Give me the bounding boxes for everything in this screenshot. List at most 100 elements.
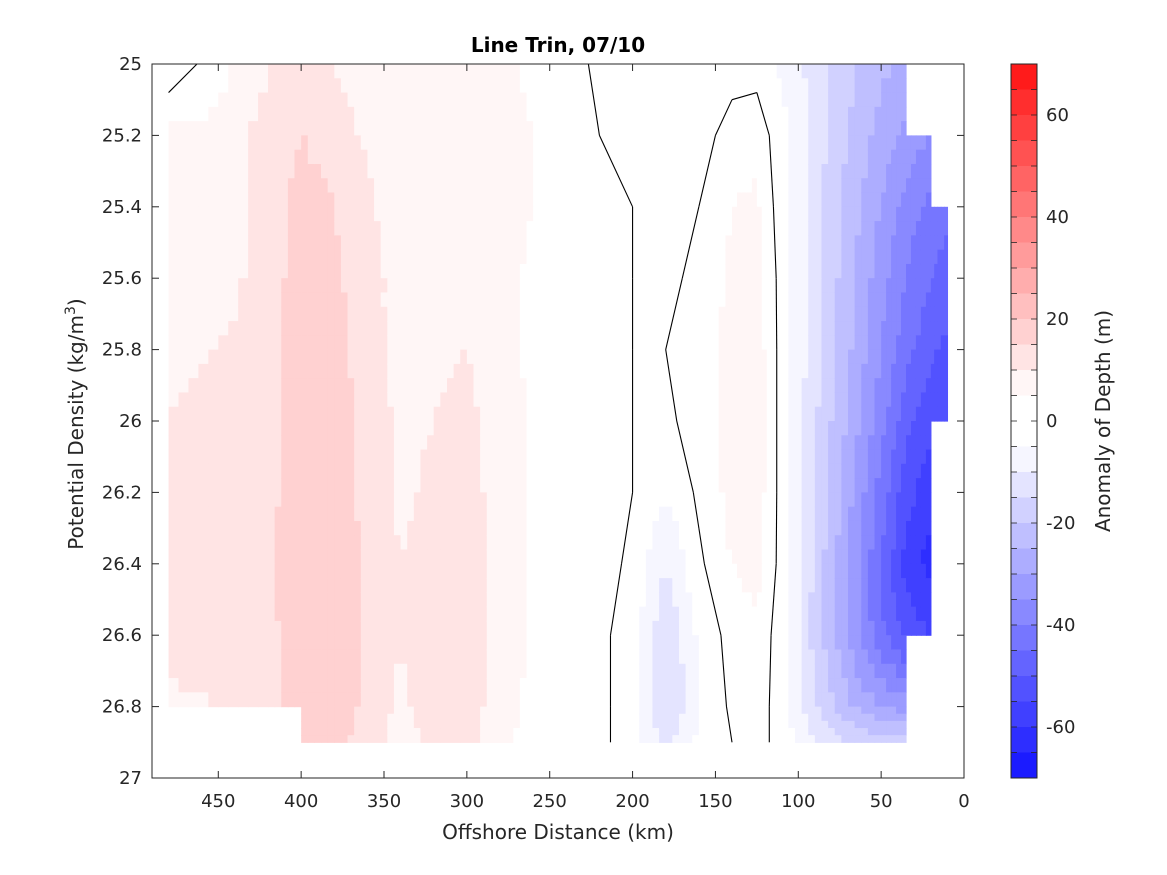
field-cell: [274, 292, 282, 308]
field-cell: [788, 249, 796, 265]
field-cell: [334, 463, 342, 479]
field-cell: [506, 121, 514, 136]
field-cell: [652, 492, 660, 508]
field-cell: [725, 292, 733, 308]
field-cell: [480, 692, 488, 708]
field-cell: [741, 321, 748, 336]
field-cell: [453, 163, 461, 179]
field-cell: [453, 663, 461, 679]
field-cell: [327, 578, 335, 593]
field-cell: [274, 606, 282, 622]
field-cell: [741, 449, 748, 465]
field-cell: [218, 149, 229, 165]
field-cell: [500, 163, 508, 179]
field-cell: [834, 620, 842, 636]
field-cell: [367, 263, 375, 279]
field-cell: [427, 578, 435, 593]
field-cell: [741, 492, 748, 508]
field-cell: [466, 406, 475, 422]
field-cell: [486, 678, 494, 693]
field-cell: [665, 578, 673, 593]
field-cell: [586, 349, 594, 365]
field-cell: [258, 663, 269, 679]
field-cell: [519, 263, 528, 279]
field-cell: [281, 506, 289, 522]
field-cell: [625, 678, 634, 693]
field-cell: [639, 135, 647, 151]
field-cell: [685, 163, 693, 179]
field-cell: [925, 178, 932, 194]
field-cell: [321, 449, 329, 465]
field-cell: [238, 106, 249, 122]
field-cell: [486, 249, 494, 265]
field-cell: [367, 535, 375, 551]
field-cell: [712, 306, 720, 322]
field-cell: [433, 649, 441, 665]
field-cell: [513, 606, 521, 622]
field-cell: [625, 478, 634, 493]
field-cell: [794, 363, 803, 379]
field-cell: [460, 578, 468, 593]
field-cell: [821, 263, 829, 279]
field-cell: [347, 620, 355, 636]
field-cell: [776, 520, 783, 536]
field-cell: [307, 235, 315, 251]
field-cell: [188, 620, 199, 636]
field-cell: [347, 192, 355, 208]
field-cell: [258, 535, 269, 551]
field-cell: [606, 192, 614, 208]
field-cell: [294, 349, 302, 365]
field-cell: [886, 335, 892, 351]
field-cell: [281, 421, 289, 436]
field-cell: [776, 306, 783, 322]
field-cell: [746, 292, 753, 308]
field-cell: [698, 592, 707, 608]
field-cell: [533, 135, 541, 151]
field-cell: [248, 363, 259, 379]
field-cell: [572, 292, 581, 308]
field-cell: [915, 335, 922, 351]
field-cell: [625, 535, 634, 551]
field-cell: [526, 221, 534, 236]
field-cell: [834, 563, 842, 579]
field-cell: [625, 292, 634, 308]
field-cell: [572, 278, 581, 294]
field-cell: [367, 492, 375, 508]
field-cell: [539, 178, 547, 194]
field-cell: [639, 78, 647, 94]
field-cell: [937, 221, 942, 236]
field-cell: [274, 321, 282, 336]
field-cell: [848, 149, 856, 165]
field-cell: [208, 106, 219, 122]
field-cell: [766, 492, 773, 508]
field-cell: [619, 463, 627, 479]
field-cell: [925, 463, 932, 479]
field-cell: [334, 692, 342, 708]
field-cell: [208, 206, 219, 222]
field-cell: [321, 692, 329, 708]
field-cell: [808, 321, 816, 336]
field-cell: [380, 335, 388, 351]
field-cell: [506, 163, 514, 179]
field-cell: [347, 149, 355, 165]
field-cell: [539, 449, 547, 465]
field-cell: [559, 192, 567, 208]
field-cell: [314, 392, 322, 408]
field-cell: [874, 106, 882, 122]
field-cell: [678, 421, 687, 436]
field-cell: [821, 449, 829, 465]
field-cell: [725, 206, 733, 222]
field-cell: [751, 449, 758, 465]
field-cell: [178, 506, 190, 522]
field-cell: [781, 321, 789, 336]
field-cell: [314, 363, 322, 379]
field-cell: [718, 135, 726, 151]
field-cell: [420, 92, 428, 108]
field-cell: [619, 78, 627, 94]
field-cell: [539, 92, 547, 108]
field-cell: [788, 64, 796, 79]
field-cell: [559, 578, 567, 593]
field-cell: [599, 78, 607, 94]
field-cell: [572, 263, 581, 279]
field-cell: [659, 321, 667, 336]
